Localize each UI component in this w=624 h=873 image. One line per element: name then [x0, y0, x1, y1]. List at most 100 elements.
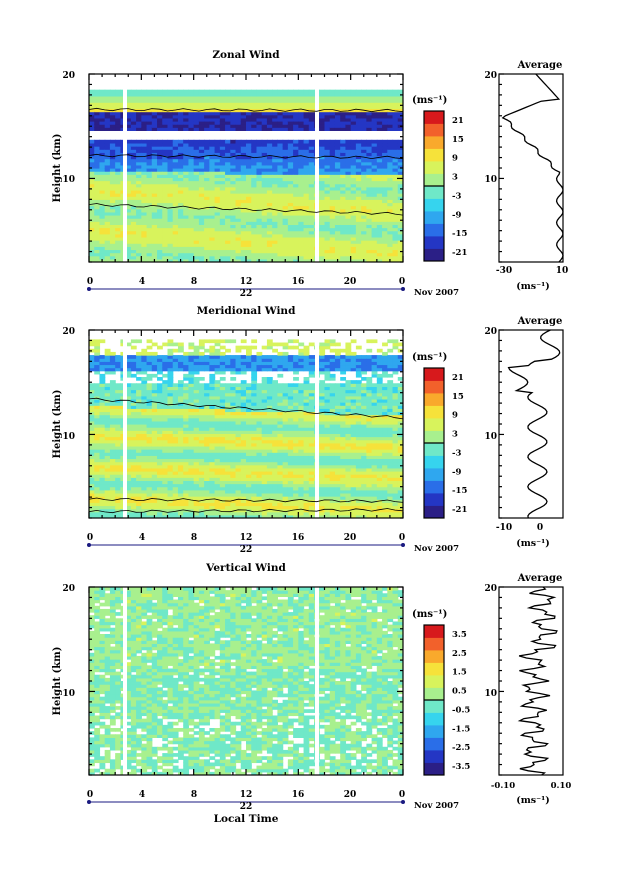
heatmap-cell — [130, 142, 137, 147]
heatmap-cell — [256, 414, 263, 419]
heatmap-cell — [355, 233, 362, 238]
heatmap-cell — [251, 496, 258, 500]
heatmap-cell — [298, 199, 305, 204]
heatmap-cell — [99, 420, 106, 425]
heatmap-cell — [334, 193, 341, 197]
heatmap-cell — [162, 102, 169, 106]
heatmap-cell — [177, 405, 184, 409]
heatmap-cell — [382, 164, 388, 169]
heatmap-cell — [94, 189, 101, 194]
heatmap-cell — [293, 139, 299, 144]
heatmap-cell — [214, 177, 221, 182]
heatmap-cell — [89, 236, 95, 241]
heatmap-cell — [303, 189, 310, 194]
heatmap-cell — [334, 171, 341, 175]
heatmap-cell — [104, 386, 111, 391]
heatmap-cell — [282, 95, 289, 100]
heatmap-cell — [104, 436, 111, 441]
heatmap-cell — [225, 511, 231, 516]
heatmap-cell — [235, 202, 242, 207]
heatmap-cell — [298, 102, 305, 106]
heatmap-cell — [209, 486, 216, 491]
heatmap-cell — [293, 233, 299, 238]
heatmap-cell — [167, 174, 174, 178]
heatmap-cell — [293, 243, 299, 247]
heatmap-cell — [261, 236, 268, 241]
heatmap-cell — [303, 183, 310, 188]
heatmap-cell — [329, 139, 336, 144]
heatmap-cell — [188, 452, 195, 456]
heatmap-cell — [230, 386, 237, 391]
heatmap-cell — [146, 105, 153, 110]
heatmap-cell — [115, 483, 121, 488]
heatmap-cell — [293, 196, 299, 200]
heatmap-cell — [89, 461, 95, 466]
heatmap-cell — [235, 474, 242, 478]
heatmap-cell — [329, 146, 336, 150]
heatmap-cell — [94, 146, 101, 150]
heatmap-cell — [177, 171, 184, 175]
heatmap-cell — [251, 102, 258, 106]
heatmap-cell — [345, 180, 352, 185]
heatmap-cell — [177, 367, 184, 372]
heatmap-cell — [157, 430, 163, 434]
heatmap-cell — [146, 452, 153, 456]
heatmap-cell — [345, 199, 352, 204]
heatmap-cell — [94, 383, 101, 387]
heatmap-cell — [157, 218, 163, 222]
heatmap-cell — [350, 183, 357, 188]
heatmap-cell — [214, 383, 221, 387]
heatmap-cell — [261, 215, 268, 219]
heatmap-cell — [104, 508, 111, 513]
heatmap-cell — [99, 240, 106, 244]
heatmap-cell — [162, 221, 169, 225]
heatmap-cell — [125, 383, 132, 387]
heatmap-cell — [183, 477, 190, 481]
heatmap-cell — [172, 511, 179, 516]
heatmap-cell — [104, 514, 111, 518]
heatmap-cell — [94, 452, 101, 456]
heatmap-cell — [240, 196, 247, 200]
heatmap-cell — [324, 158, 331, 163]
heatmap-cell — [293, 193, 299, 197]
heatmap-cell — [376, 171, 383, 175]
heatmap-cell — [157, 99, 163, 103]
heatmap-cell — [392, 236, 399, 241]
heatmap-cell — [345, 95, 352, 100]
heatmap-cell — [136, 224, 142, 229]
heatmap-cell — [172, 449, 179, 453]
heatmap-cell — [303, 218, 310, 222]
x-tick-label: 0 — [87, 277, 93, 287]
heatmap-cell — [261, 258, 268, 262]
heatmap-cell — [225, 367, 231, 372]
heatmap-cell — [130, 496, 137, 500]
heatmap-cell — [397, 243, 403, 247]
heatmap-cell — [130, 158, 137, 163]
heatmap-cell — [256, 177, 263, 182]
heatmap-cell — [167, 380, 174, 384]
heatmap-cell — [397, 246, 403, 251]
heatmap-cell — [361, 149, 367, 153]
heatmap-cell — [188, 155, 195, 160]
heatmap-cell — [104, 111, 111, 116]
heatmap-cell — [198, 224, 205, 229]
heatmap-cell — [219, 402, 226, 406]
heatmap-cell — [136, 255, 142, 260]
heatmap-cell — [235, 411, 242, 416]
heatmap-cell — [167, 218, 174, 222]
heatmap-cell — [251, 249, 258, 254]
heatmap-cell — [193, 477, 200, 481]
heatmap-cell — [125, 127, 132, 131]
heatmap-cell — [219, 230, 226, 235]
heatmap-cell — [277, 158, 284, 163]
heatmap-cell — [193, 442, 200, 447]
heatmap-cell — [308, 127, 315, 131]
heatmap-cell — [382, 111, 388, 116]
heatmap-cell — [303, 193, 310, 197]
heatmap-cell — [376, 183, 383, 188]
heatmap-cell — [99, 127, 106, 131]
heatmap-cell — [308, 252, 315, 257]
heatmap-cell — [324, 255, 331, 260]
heatmap-cell — [282, 155, 289, 160]
heatmap-cell — [256, 433, 263, 438]
